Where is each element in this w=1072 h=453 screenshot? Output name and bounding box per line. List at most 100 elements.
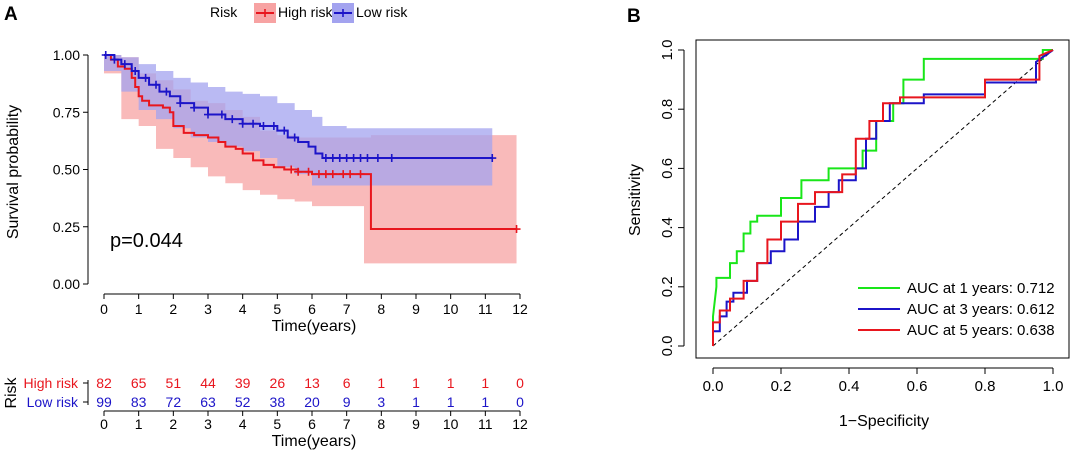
roc-x-tick-label: 0.0: [703, 378, 724, 395]
km-x-tick-label: 12: [512, 301, 528, 317]
roc-legend-label-3: AUC at 5 years: 0.638: [907, 322, 1055, 339]
km-censor-mark: [488, 154, 497, 163]
p-value-annotation: p=0.044: [110, 230, 183, 252]
roc-y-tick-label: 0.8: [659, 99, 676, 120]
roc-curves: [712, 49, 1054, 346]
km-censor-marks: [101, 51, 521, 234]
risk-count-cell: 1: [447, 394, 455, 410]
risk-count-cell: 72: [166, 394, 182, 410]
km-censor-mark: [304, 167, 313, 176]
risk-count-cell: 44: [200, 375, 216, 391]
km-censor-mark: [356, 154, 365, 163]
km-y-tick-label: 0.50: [53, 162, 80, 178]
roc-plot-frame: [695, 39, 1070, 359]
km-y-tick-label: 0.75: [53, 104, 80, 120]
panel-b-label: B: [627, 6, 641, 27]
risk-count-cell: 0: [516, 375, 524, 391]
km-censor-mark: [131, 67, 140, 76]
km-censor-mark: [290, 133, 299, 142]
km-axes: 0 1 2 3 4 5 6 7 8 9 10 11 120.000.250.500.751.00: [53, 47, 528, 317]
risk-count-cell: 63: [200, 394, 216, 410]
km-x-tick-label: 3: [204, 301, 212, 317]
risk-x-tick-label: 2: [169, 416, 177, 432]
roc-legend-label-1: AUC at 1 years: 0.712: [907, 280, 1055, 297]
km-band-low-risk: [104, 55, 493, 186]
km-censor-mark: [280, 126, 289, 135]
km-censor-mark: [512, 225, 521, 234]
risk-count-cell: 9: [343, 394, 351, 410]
km-censor-mark: [294, 167, 303, 176]
roc-x-tick-label: 0.6: [907, 378, 928, 395]
roc-x-axis-label: 1−Specificity: [839, 413, 929, 430]
risk-count-cell: 1: [481, 375, 489, 391]
panel-a-label: A: [4, 4, 18, 25]
risk-x-axis-label: Time(years): [272, 433, 357, 450]
km-censor-mark: [356, 170, 365, 179]
km-censor-mark: [339, 170, 348, 179]
risk-x-tick-label: 1: [135, 416, 143, 432]
roc-reference-diagonal: [712, 49, 1054, 347]
km-censor-mark: [349, 154, 358, 163]
risk-count-cell: 1: [377, 375, 385, 391]
km-censor-mark: [238, 119, 247, 128]
risk-count-cell: 1: [447, 375, 455, 391]
km-x-tick-label: 7: [343, 301, 351, 317]
km-x-tick-label: 11: [478, 301, 493, 317]
risk-count-cell: 52: [235, 394, 251, 410]
km-censor-mark: [259, 121, 268, 130]
km-x-tick-label: 10: [443, 301, 459, 317]
km-censor-mark: [342, 154, 351, 163]
risk-x-tick-label: 4: [239, 416, 247, 432]
km-y-tick-label: 0.00: [53, 276, 80, 292]
km-censor-mark: [363, 154, 372, 163]
km-censor-mark: [228, 115, 237, 124]
km-censor-mark: [321, 154, 330, 163]
km-y-axis-label: Survival probability: [5, 105, 22, 239]
km-x-tick-label: 2: [169, 301, 177, 317]
km-censor-mark: [176, 99, 185, 108]
risk-x-tick-label: 9: [412, 416, 420, 432]
risk-count-cell: 1: [481, 394, 489, 410]
km-censor-mark: [162, 87, 171, 96]
roc-curve-3: [712, 49, 1054, 346]
risk-row-label-high-risk: High risk: [24, 375, 79, 391]
km-censor-mark: [373, 154, 382, 163]
risk-count-cell: 82: [96, 375, 112, 391]
km-censor-mark: [120, 60, 129, 69]
roc-legend-label-2: AUC at 3 years: 0.612: [907, 301, 1055, 318]
roc-y-tick-label: 1.0: [659, 40, 676, 61]
km-x-tick-label: 6: [308, 301, 316, 317]
roc-y-tick-label: 0.0: [659, 336, 676, 357]
roc-x-tick-label: 0.2: [771, 378, 792, 395]
km-x-tick-label: 8: [377, 301, 385, 317]
risk-count-cell: 0: [516, 394, 524, 410]
roc-axes: 0.0 0.2 0.4 0.6 0.8 1.0 0.0 0.2 0.4 0.6 0.8 1.0: [659, 40, 1063, 395]
risk-count-cell: 38: [270, 394, 286, 410]
km-x-tick-label: 5: [273, 301, 281, 317]
km-legend-label-low-risk: Low risk: [356, 4, 408, 20]
km-censor-mark: [269, 121, 278, 130]
risk-count-cell: 1: [412, 394, 420, 410]
km-x-tick-label: 4: [239, 301, 247, 317]
risk-x-tick-label: 8: [377, 416, 385, 432]
roc-x-tick-label: 0.8: [975, 378, 996, 395]
risk-row-label-low-risk: Low risk: [27, 394, 79, 410]
risk-x-tick-label: 7: [343, 416, 351, 432]
risk-count-cell: 13: [304, 375, 320, 391]
km-censor-mark: [335, 154, 344, 163]
km-censor-mark: [217, 110, 226, 119]
km-x-tick-label: 1: [135, 301, 143, 317]
km-legend: Risk High risk Low risk: [210, 3, 408, 23]
risk-x-tick-label: 0: [100, 416, 108, 432]
km-censor-mark: [287, 165, 296, 174]
km-censor-mark: [249, 119, 258, 128]
km-censor-mark: [346, 170, 355, 179]
risk-x-tick-label: 10: [443, 416, 459, 432]
risk-x-tick-label: 12: [512, 416, 528, 432]
risk-count-cell: 26: [270, 375, 286, 391]
km-censor-mark: [110, 55, 119, 64]
risk-count-cell: 39: [235, 375, 251, 391]
roc-curve-1: [712, 49, 1053, 346]
